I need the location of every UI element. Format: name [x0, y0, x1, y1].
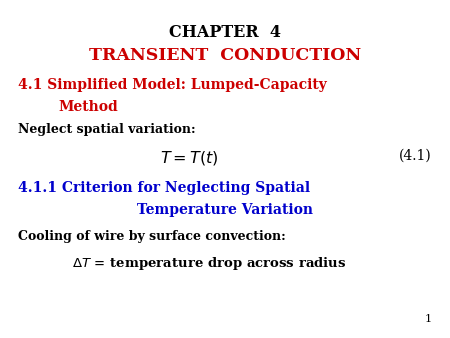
- Text: 4.1.1 Criterion for Neglecting Spatial: 4.1.1 Criterion for Neglecting Spatial: [18, 181, 310, 195]
- Text: Temperature Variation: Temperature Variation: [137, 203, 313, 217]
- Text: 4.1 Simplified Model: Lumped-Capacity: 4.1 Simplified Model: Lumped-Capacity: [18, 78, 327, 92]
- Text: Neglect spatial variation:: Neglect spatial variation:: [18, 123, 196, 136]
- Text: Method: Method: [58, 100, 118, 114]
- Text: CHAPTER  4: CHAPTER 4: [169, 24, 281, 41]
- Text: $\Delta T$ = temperature drop across radius: $\Delta T$ = temperature drop across rad…: [72, 255, 346, 272]
- Text: Cooling of wire by surface convection:: Cooling of wire by surface convection:: [18, 230, 286, 243]
- Text: (4.1): (4.1): [399, 149, 432, 163]
- Text: TRANSIENT  CONDUCTION: TRANSIENT CONDUCTION: [89, 47, 361, 64]
- Text: 1: 1: [425, 314, 432, 324]
- Text: $T = T(t)$: $T = T(t)$: [160, 149, 218, 167]
